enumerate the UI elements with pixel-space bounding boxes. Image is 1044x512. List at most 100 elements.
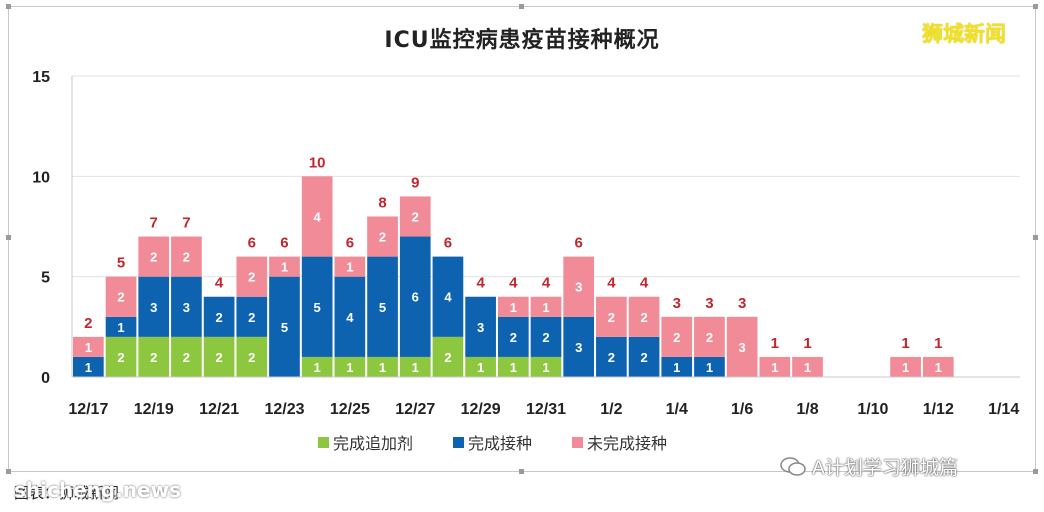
bar-segment	[334, 256, 366, 277]
bar-segment	[334, 276, 366, 357]
bar-segment	[105, 316, 137, 337]
total-value-label: 1	[901, 335, 909, 352]
bar-segment	[563, 256, 595, 317]
segment-value-label: 1	[706, 360, 713, 375]
bar-segment	[301, 176, 333, 257]
total-value-label: 1	[771, 335, 779, 352]
watermark-logo: 狮城新闻	[922, 22, 1006, 46]
y-tick-label: 0	[41, 370, 50, 387]
bar-segment	[367, 216, 398, 257]
segment-value-label: 2	[706, 330, 713, 345]
bar-segment	[301, 256, 333, 357]
resize-handle[interactable]	[1033, 235, 1038, 240]
segment-value-label: 4	[314, 209, 322, 224]
site-watermark: shicheng.news	[14, 478, 181, 502]
x-tick-label: 12/21	[199, 401, 239, 418]
bar-segment	[432, 336, 464, 377]
segment-value-label: 2	[248, 270, 255, 285]
bar-segment	[432, 256, 464, 337]
segment-value-label: 2	[542, 330, 549, 345]
bar-segment	[890, 356, 921, 377]
total-value-label: 6	[575, 235, 583, 252]
bar-segment	[530, 296, 562, 317]
total-value-label: 4	[476, 275, 485, 292]
x-tick-label: 1/4	[666, 401, 688, 418]
total-value-label: 4	[542, 275, 551, 292]
legend-item-booster: 完成追加剂	[318, 430, 413, 454]
x-tick-label: 1/10	[857, 401, 888, 418]
bar-segment	[236, 256, 268, 297]
legend: 完成追加剂 完成接种 未完成接种	[318, 430, 667, 454]
segment-value-label: 1	[510, 360, 517, 375]
segment-value-label: 2	[117, 350, 124, 365]
total-value-label: 9	[411, 174, 419, 191]
bar-segment	[203, 296, 235, 337]
total-value-label: 6	[248, 235, 256, 252]
legend-label-booster: 完成追加剂	[333, 434, 414, 453]
bar-segment	[236, 336, 268, 377]
wechat-icon	[780, 456, 806, 476]
total-value-label: 3	[705, 295, 713, 312]
segment-value-label: 3	[150, 300, 157, 315]
segment-value-label: 1	[902, 360, 909, 375]
bar-segment	[596, 296, 627, 337]
bar-segment	[497, 316, 529, 357]
segment-value-label: 1	[379, 360, 386, 375]
segment-value-label: 1	[412, 360, 419, 375]
total-value-label: 3	[673, 295, 681, 312]
resize-handle[interactable]	[6, 235, 11, 240]
total-value-label: 6	[346, 235, 354, 252]
segment-value-label: 1	[542, 360, 549, 375]
segment-value-label: 2	[608, 310, 615, 325]
legend-swatch-booster	[318, 436, 329, 448]
bar-segment	[138, 276, 170, 337]
bar-segment	[171, 336, 202, 377]
segment-value-label: 1	[771, 360, 778, 375]
x-tick-label: 12/27	[395, 401, 435, 418]
total-value-label: 4	[509, 275, 518, 292]
data-labels: 1 1 2 2 1 2 5 2 3 2 7 2 3 2 7 2 2 4 2 2 2 6 5 1 6 1 5 4 10 1 4 1 6 1 5 2 8 1 6…	[84, 154, 942, 375]
y-tick-label: 15	[32, 69, 50, 86]
segment-value-label: 2	[640, 310, 647, 325]
resize-handle[interactable]	[519, 4, 524, 9]
legend-swatch-vaccinated	[453, 436, 465, 448]
bar-segment	[628, 296, 660, 337]
bar-segment	[726, 316, 758, 377]
segment-value-label: 1	[346, 260, 353, 275]
x-tick-label: 1/8	[796, 401, 818, 418]
resize-handle[interactable]	[519, 469, 524, 474]
bar-segment	[661, 356, 693, 377]
bars	[73, 176, 954, 377]
segment-value-label: 1	[510, 300, 517, 315]
bar-segment	[334, 356, 366, 377]
bar-segment	[105, 336, 137, 377]
segment-value-label: 3	[575, 340, 582, 355]
segment-value-label: 3	[739, 340, 746, 355]
segment-value-label: 3	[575, 280, 582, 295]
bar-segment	[138, 236, 170, 277]
segment-value-label: 1	[477, 360, 484, 375]
segment-value-label: 2	[183, 250, 190, 265]
resize-handle[interactable]	[6, 4, 11, 9]
resize-handle[interactable]	[1033, 469, 1038, 474]
resize-handle[interactable]	[6, 469, 11, 474]
x-tick-label: 1/12	[923, 401, 954, 418]
segment-value-label: 1	[346, 360, 353, 375]
y-tick-label: 5	[41, 270, 50, 287]
segment-value-label: 2	[379, 230, 386, 245]
segment-value-label: 2	[150, 350, 157, 365]
resize-handle[interactable]	[1033, 4, 1038, 9]
bar-segment	[596, 336, 627, 377]
bar-segment	[138, 336, 170, 377]
segment-value-label: 3	[477, 320, 484, 335]
total-value-label: 10	[309, 154, 326, 171]
total-value-label: 4	[640, 275, 649, 292]
x-tick-label: 12/17	[68, 401, 108, 418]
segment-value-label: 2	[215, 310, 222, 325]
x-tick-label: 12/29	[461, 401, 501, 418]
bar-segment	[694, 316, 725, 357]
wechat-account: A计划学习狮城篇	[780, 453, 958, 480]
bar-segment	[105, 276, 137, 317]
bar-segment	[367, 356, 398, 377]
